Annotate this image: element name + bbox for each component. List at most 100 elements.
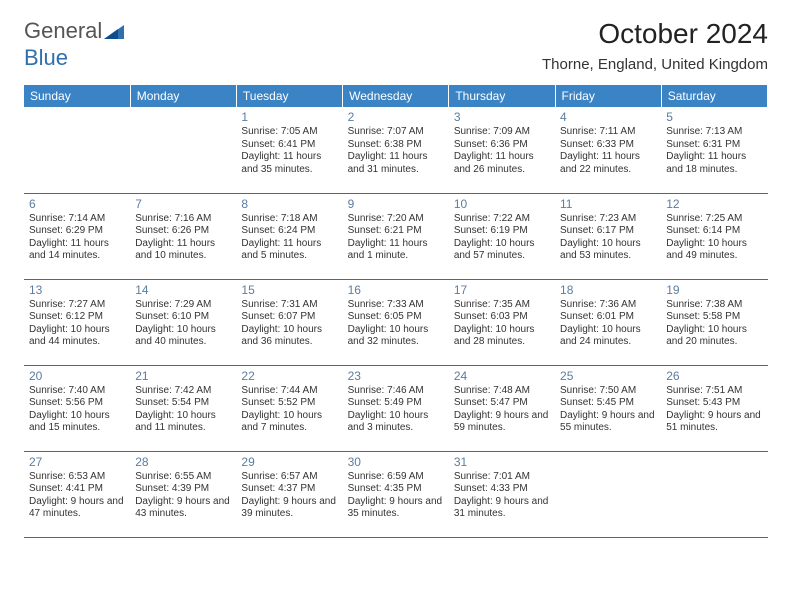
weekday-header: Friday xyxy=(555,85,661,107)
sunset-line: Sunset: 4:33 PM xyxy=(454,483,550,496)
sunrise-line: Sunrise: 7:11 AM xyxy=(560,126,656,139)
day-number: 31 xyxy=(454,455,550,470)
daylight-line: Daylight: 11 hours and 35 minutes. xyxy=(241,151,337,176)
day-cell: 4Sunrise: 7:11 AMSunset: 6:33 PMDaylight… xyxy=(555,107,661,193)
daylight-line: Daylight: 11 hours and 31 minutes. xyxy=(348,151,444,176)
daylight-line: Daylight: 10 hours and 40 minutes. xyxy=(135,324,231,349)
sunset-line: Sunset: 5:45 PM xyxy=(560,397,656,410)
daylight-line: Daylight: 10 hours and 24 minutes. xyxy=(560,324,656,349)
brand-part2: Blue xyxy=(24,45,68,70)
day-cell: 25Sunrise: 7:50 AMSunset: 5:45 PMDayligh… xyxy=(555,365,661,451)
sunset-line: Sunset: 4:41 PM xyxy=(29,483,125,496)
day-details: Sunrise: 7:38 AMSunset: 5:58 PMDaylight:… xyxy=(666,299,762,349)
day-number: 5 xyxy=(666,110,762,125)
day-number: 23 xyxy=(348,369,444,384)
day-cell: 9Sunrise: 7:20 AMSunset: 6:21 PMDaylight… xyxy=(343,193,449,279)
sunset-line: Sunset: 6:26 PM xyxy=(135,225,231,238)
day-cell: 11Sunrise: 7:23 AMSunset: 6:17 PMDayligh… xyxy=(555,193,661,279)
day-details: Sunrise: 7:22 AMSunset: 6:19 PMDaylight:… xyxy=(454,213,550,263)
weekday-header: Monday xyxy=(130,85,236,107)
day-cell: 20Sunrise: 7:40 AMSunset: 5:56 PMDayligh… xyxy=(24,365,130,451)
sunrise-line: Sunrise: 7:44 AM xyxy=(241,385,337,398)
day-number: 11 xyxy=(560,197,656,212)
day-details: Sunrise: 7:50 AMSunset: 5:45 PMDaylight:… xyxy=(560,385,656,435)
sunrise-line: Sunrise: 6:57 AM xyxy=(241,471,337,484)
sunrise-line: Sunrise: 7:38 AM xyxy=(666,299,762,312)
day-cell: 30Sunrise: 6:59 AMSunset: 4:35 PMDayligh… xyxy=(343,451,449,537)
sunrise-line: Sunrise: 7:01 AM xyxy=(454,471,550,484)
day-cell: 13Sunrise: 7:27 AMSunset: 6:12 PMDayligh… xyxy=(24,279,130,365)
daylight-line: Daylight: 11 hours and 18 minutes. xyxy=(666,151,762,176)
sunset-line: Sunset: 5:52 PM xyxy=(241,397,337,410)
calendar-head: SundayMondayTuesdayWednesdayThursdayFrid… xyxy=(24,85,768,107)
daylight-line: Daylight: 10 hours and 49 minutes. xyxy=(666,238,762,263)
day-details: Sunrise: 6:53 AMSunset: 4:41 PMDaylight:… xyxy=(29,471,125,521)
sunrise-line: Sunrise: 7:09 AM xyxy=(454,126,550,139)
weekday-header: Thursday xyxy=(449,85,555,107)
day-number: 4 xyxy=(560,110,656,125)
month-title: October 2024 xyxy=(542,18,768,50)
empty-cell xyxy=(24,107,130,193)
day-number: 29 xyxy=(241,455,337,470)
sunset-line: Sunset: 5:43 PM xyxy=(666,397,762,410)
sunset-line: Sunset: 5:47 PM xyxy=(454,397,550,410)
weekday-header: Tuesday xyxy=(236,85,342,107)
day-cell: 21Sunrise: 7:42 AMSunset: 5:54 PMDayligh… xyxy=(130,365,236,451)
day-details: Sunrise: 7:46 AMSunset: 5:49 PMDaylight:… xyxy=(348,385,444,435)
daylight-line: Daylight: 9 hours and 31 minutes. xyxy=(454,496,550,521)
sunset-line: Sunset: 4:35 PM xyxy=(348,483,444,496)
day-details: Sunrise: 6:55 AMSunset: 4:39 PMDaylight:… xyxy=(135,471,231,521)
day-number: 9 xyxy=(348,197,444,212)
day-details: Sunrise: 7:48 AMSunset: 5:47 PMDaylight:… xyxy=(454,385,550,435)
day-details: Sunrise: 7:31 AMSunset: 6:07 PMDaylight:… xyxy=(241,299,337,349)
daylight-line: Daylight: 10 hours and 36 minutes. xyxy=(241,324,337,349)
day-details: Sunrise: 7:23 AMSunset: 6:17 PMDaylight:… xyxy=(560,213,656,263)
day-details: Sunrise: 7:05 AMSunset: 6:41 PMDaylight:… xyxy=(241,126,337,176)
empty-cell xyxy=(555,451,661,537)
day-cell: 12Sunrise: 7:25 AMSunset: 6:14 PMDayligh… xyxy=(661,193,767,279)
day-cell: 26Sunrise: 7:51 AMSunset: 5:43 PMDayligh… xyxy=(661,365,767,451)
daylight-line: Daylight: 9 hours and 55 minutes. xyxy=(560,410,656,435)
daylight-line: Daylight: 10 hours and 11 minutes. xyxy=(135,410,231,435)
sunrise-line: Sunrise: 7:14 AM xyxy=(29,213,125,226)
sunrise-line: Sunrise: 7:23 AM xyxy=(560,213,656,226)
daylight-line: Daylight: 10 hours and 28 minutes. xyxy=(454,324,550,349)
sunrise-line: Sunrise: 7:46 AM xyxy=(348,385,444,398)
empty-cell xyxy=(130,107,236,193)
brand-logo: General Blue xyxy=(24,18,124,71)
sunset-line: Sunset: 4:39 PM xyxy=(135,483,231,496)
weekday-header: Sunday xyxy=(24,85,130,107)
sunrise-line: Sunrise: 6:55 AM xyxy=(135,471,231,484)
daylight-line: Daylight: 10 hours and 32 minutes. xyxy=(348,324,444,349)
sunset-line: Sunset: 6:36 PM xyxy=(454,139,550,152)
day-cell: 2Sunrise: 7:07 AMSunset: 6:38 PMDaylight… xyxy=(343,107,449,193)
day-number: 21 xyxy=(135,369,231,384)
day-cell: 8Sunrise: 7:18 AMSunset: 6:24 PMDaylight… xyxy=(236,193,342,279)
weekday-header: Wednesday xyxy=(343,85,449,107)
day-cell: 18Sunrise: 7:36 AMSunset: 6:01 PMDayligh… xyxy=(555,279,661,365)
sunset-line: Sunset: 5:49 PM xyxy=(348,397,444,410)
day-details: Sunrise: 7:18 AMSunset: 6:24 PMDaylight:… xyxy=(241,213,337,263)
sunrise-line: Sunrise: 7:29 AM xyxy=(135,299,231,312)
sunset-line: Sunset: 6:29 PM xyxy=(29,225,125,238)
day-cell: 23Sunrise: 7:46 AMSunset: 5:49 PMDayligh… xyxy=(343,365,449,451)
day-details: Sunrise: 7:01 AMSunset: 4:33 PMDaylight:… xyxy=(454,471,550,521)
calendar-row: 20Sunrise: 7:40 AMSunset: 5:56 PMDayligh… xyxy=(24,365,768,451)
sunrise-line: Sunrise: 7:36 AM xyxy=(560,299,656,312)
sunrise-line: Sunrise: 7:33 AM xyxy=(348,299,444,312)
day-cell: 16Sunrise: 7:33 AMSunset: 6:05 PMDayligh… xyxy=(343,279,449,365)
calendar-body: 1Sunrise: 7:05 AMSunset: 6:41 PMDaylight… xyxy=(24,107,768,537)
day-cell: 10Sunrise: 7:22 AMSunset: 6:19 PMDayligh… xyxy=(449,193,555,279)
calendar-row: 6Sunrise: 7:14 AMSunset: 6:29 PMDaylight… xyxy=(24,193,768,279)
sunset-line: Sunset: 6:03 PM xyxy=(454,311,550,324)
daylight-line: Daylight: 9 hours and 39 minutes. xyxy=(241,496,337,521)
day-cell: 24Sunrise: 7:48 AMSunset: 5:47 PMDayligh… xyxy=(449,365,555,451)
sunset-line: Sunset: 6:05 PM xyxy=(348,311,444,324)
day-cell: 31Sunrise: 7:01 AMSunset: 4:33 PMDayligh… xyxy=(449,451,555,537)
sunset-line: Sunset: 6:07 PM xyxy=(241,311,337,324)
daylight-line: Daylight: 10 hours and 15 minutes. xyxy=(29,410,125,435)
daylight-line: Daylight: 9 hours and 43 minutes. xyxy=(135,496,231,521)
sunrise-line: Sunrise: 7:25 AM xyxy=(666,213,762,226)
sunset-line: Sunset: 6:41 PM xyxy=(241,139,337,152)
location-text: Thorne, England, United Kingdom xyxy=(542,56,768,73)
